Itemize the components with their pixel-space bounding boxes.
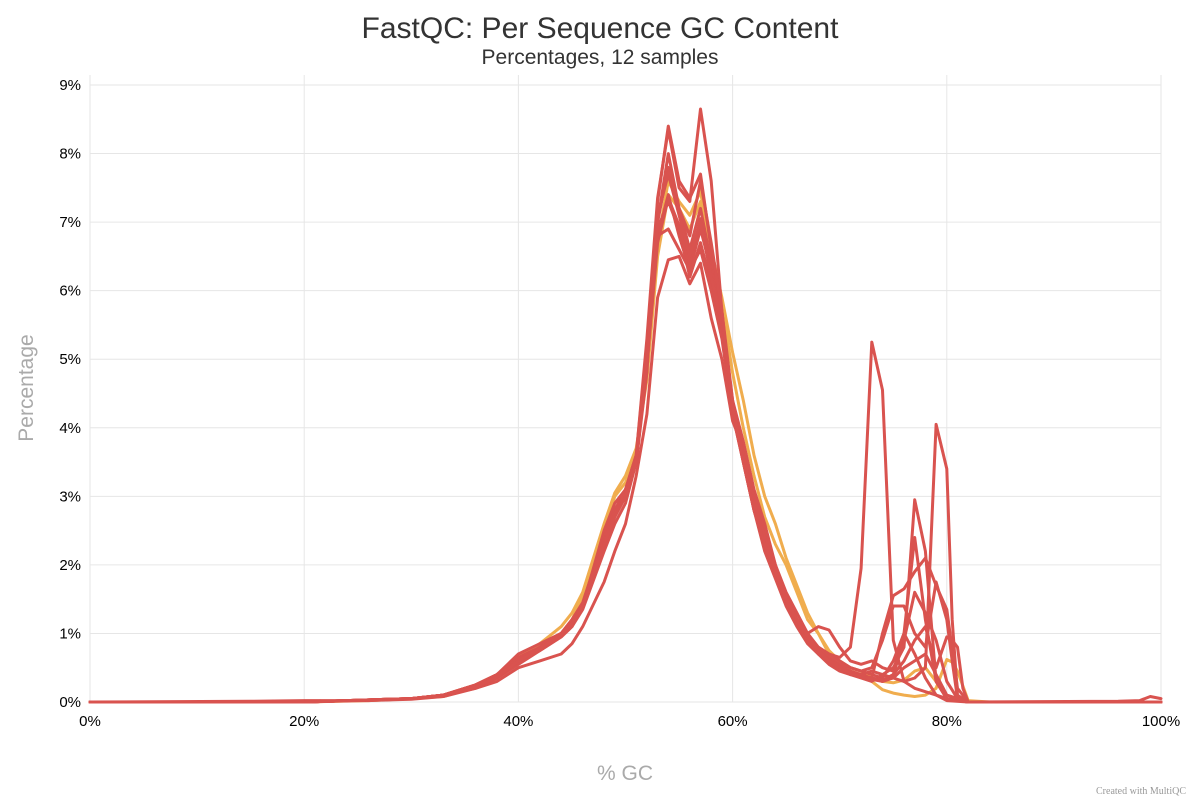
x-tick-label: 60% [718, 713, 748, 730]
credit-text: Created with MultiQC [1096, 786, 1186, 797]
series-line-fail[interactable] [88, 196, 1163, 704]
series-line-warn[interactable] [88, 193, 1163, 704]
x-tick-label: 80% [932, 713, 962, 730]
series-line-warn[interactable] [88, 179, 1163, 704]
y-tick-label: 3% [59, 488, 81, 505]
tick-labels: 0% 1% 2% 3% 4% 5% 6% 7% 8% 9% 0% 20% 40% 60% 80% 100% [59, 77, 1180, 730]
y-tick-label: 7% [59, 214, 81, 231]
grid-lines [89, 75, 1162, 703]
x-tick-label: 40% [503, 713, 533, 730]
series-line-fail[interactable] [88, 193, 1163, 704]
x-axis-title: % GC [597, 762, 653, 785]
x-tick-label: 20% [289, 713, 319, 730]
chart-title: FastQC: Per Sequence GC Content [362, 12, 840, 45]
x-tick-label: 100% [1142, 713, 1180, 730]
series-line-fail[interactable] [88, 227, 1163, 704]
y-tick-label: 4% [59, 420, 81, 437]
series-line-fail[interactable] [88, 124, 1163, 704]
y-tick-label: 1% [59, 625, 81, 642]
series-line-fail[interactable] [88, 107, 1163, 704]
y-axis-title: Percentage [15, 334, 38, 441]
series-group [88, 107, 1163, 704]
series-line-fail[interactable] [88, 200, 1163, 704]
y-tick-label: 5% [59, 351, 81, 368]
series-line-fail[interactable] [88, 172, 1163, 704]
series-line-fail[interactable] [88, 165, 1163, 704]
x-tick-label: 0% [79, 713, 101, 730]
y-tick-label: 2% [59, 557, 81, 574]
y-tick-label: 0% [59, 694, 81, 711]
chart-subtitle: Percentages, 12 samples [482, 46, 719, 69]
y-tick-label: 6% [59, 283, 81, 300]
y-tick-label: 9% [59, 77, 81, 94]
y-tick-label: 8% [59, 146, 81, 163]
